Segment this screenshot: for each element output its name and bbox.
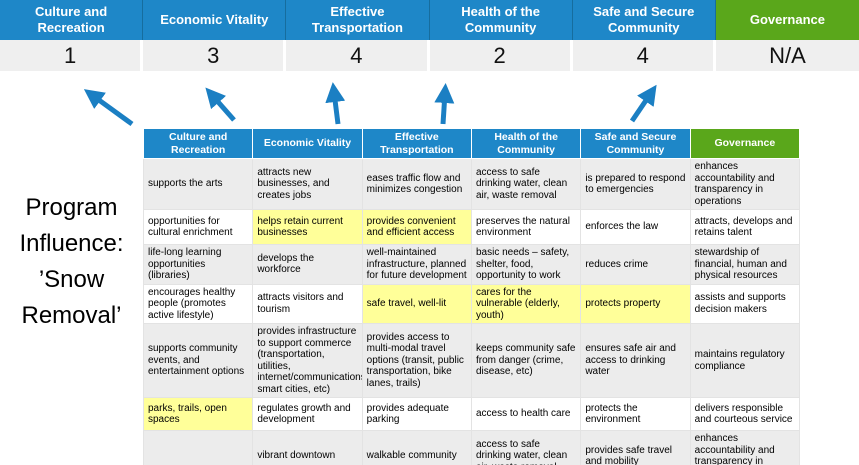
matrix-cell: attracts, develops and retains talent: [689, 209, 801, 245]
matrix-cell: protects property: [580, 283, 691, 324]
matrix-cell: attracts new businesses, and creates job…: [252, 158, 363, 210]
priority-score: 4: [572, 40, 716, 71]
matrix-cell: [142, 430, 254, 465]
matrix-cell: walkable community: [361, 430, 472, 465]
up-arrow-health-of-the-community-icon: [434, 83, 455, 125]
matrix-header-economic-vitality: Economic Vitality: [252, 128, 363, 159]
influence-matrix: Culture and Recreation Economic Vitality E…: [142, 128, 801, 465]
table-row: opportunities for cultural enrichment hel…: [142, 209, 801, 245]
matrix-header-row: Culture and Recreation Economic Vitality E…: [142, 128, 801, 159]
priority-header: Governance: [715, 0, 859, 40]
matrix-cell: stewardship of financial, human and phys…: [689, 244, 801, 285]
matrix-cell: regulates growth and development: [252, 397, 363, 431]
matrix-cell: opportunities for cultural enrichment: [142, 209, 254, 245]
priority-safe-and-secure-community: Safe and Secure Community 4: [572, 0, 716, 71]
matrix-cell: access to safe drinking water, clean air…: [470, 430, 582, 465]
program-influence-label: Program Influence: ’Snow Removal’: [19, 194, 124, 329]
matrix-header-safe-and-secure-community: Safe and Secure Community: [580, 128, 691, 159]
matrix-cell: provides infrastructure to support comme…: [252, 323, 363, 398]
matrix-cell: protects the environment: [580, 397, 691, 431]
matrix-cell: supports community events, and entertain…: [142, 323, 254, 398]
matrix-cell: provides convenient and efficient access: [361, 209, 472, 245]
table-row: supports the arts attracts new businesses…: [142, 158, 801, 210]
priority-economic-vitality: Economic Vitality 3: [143, 0, 287, 71]
priority-governance: Governance N/A: [715, 0, 859, 71]
matrix-cell: access to health care: [470, 397, 582, 431]
priority-header: Health of the Community: [429, 0, 573, 40]
table-row: supports community events, and entertain…: [142, 323, 801, 398]
up-arrow-safe-and-secure-community-icon: [629, 84, 657, 123]
matrix-cell: assists and supports decision makers: [689, 283, 801, 324]
matrix-cell: is prepared to respond to emergencies: [580, 158, 691, 210]
priority-header: Culture and Recreation: [0, 0, 144, 40]
priority-culture-and-recreation: Culture and Recreation 1: [0, 0, 144, 71]
up-arrow-economic-vitality-icon: [205, 87, 236, 122]
matrix-cell: attracts visitors and tourism: [252, 283, 363, 324]
matrix-cell: reduces crime: [580, 244, 691, 285]
matrix-header-governance: Governance: [689, 128, 801, 159]
matrix-cell: ensures safe air and access to drinking …: [580, 323, 691, 398]
matrix-cell: enforces the law: [580, 209, 691, 245]
matrix-cell: delivers responsible and courteous servi…: [689, 397, 801, 431]
matrix-cell: supports the arts: [142, 158, 254, 210]
priority-score: N/A: [715, 40, 859, 71]
matrix-cell: parks, trails, open spaces: [142, 397, 254, 431]
matrix-cell: access to safe drinking water, clean air…: [470, 158, 582, 210]
priority-header: Economic Vitality: [143, 0, 287, 40]
matrix-cell: keeps community safe from danger (crime,…: [470, 323, 582, 398]
priority-header: Safe and Secure Community: [572, 0, 716, 40]
up-arrow-culture-and-recreation-icon: [83, 89, 134, 127]
table-row: life-long learning opportunities (librar…: [142, 244, 801, 285]
matrix-cell: provides safe travel and mobility: [580, 430, 691, 465]
priority-score: 4: [286, 40, 430, 71]
matrix-header-culture-and-recreation: Culture and Recreation: [142, 128, 254, 159]
priority-header: Effective Transportation: [286, 0, 430, 40]
matrix-cell: basic needs – safety, shelter, food, opp…: [470, 244, 582, 285]
matrix-body: supports the arts attracts new businesses…: [142, 158, 801, 465]
priority-effective-transportation: Effective Transportation 4: [286, 0, 430, 71]
matrix-cell: provides access to multi-modal travel op…: [361, 323, 472, 398]
matrix-cell: eases traffic flow and minimizes congest…: [361, 158, 472, 210]
matrix-cell: enhances accountability and transparency…: [689, 158, 801, 210]
priority-score: 3: [143, 40, 287, 71]
matrix-cell: maintains regulatory compliance: [689, 323, 801, 398]
matrix-cell: helps retain current businesses: [252, 209, 363, 245]
priority-banner: Culture and Recreation 1 Economic Vitality…: [0, 0, 859, 71]
matrix-cell: provides adequate parking: [361, 397, 472, 431]
matrix-header-health-of-the-community: Health of the Community: [470, 128, 582, 159]
matrix-cell: encourages healthy people (promotes acti…: [142, 283, 254, 324]
matrix-cell: well-maintained infrastructure, planned …: [361, 244, 472, 285]
matrix-cell: safe travel, well-lit: [361, 283, 472, 324]
matrix-cell: cares for the vulnerable (elderly, youth…: [470, 283, 582, 324]
matrix-header-effective-transportation: Effective Transportation: [361, 128, 472, 159]
up-arrow-effective-transportation-icon: [325, 82, 346, 125]
table-row: encourages healthy people (promotes acti…: [142, 283, 801, 324]
priority-score: 2: [429, 40, 573, 71]
matrix-cell: life-long learning opportunities (librar…: [142, 244, 254, 285]
table-row: vibrant downtown walkable community access…: [142, 430, 801, 465]
matrix-cell: vibrant downtown: [252, 430, 363, 465]
matrix-cell: preserves the natural environment: [470, 209, 582, 245]
priority-score: 1: [0, 40, 144, 71]
table-row: parks, trails, open spaces regulates grow…: [142, 397, 801, 431]
matrix-cell: develops the workforce: [252, 244, 363, 285]
priority-health-of-the-community: Health of the Community 2: [429, 0, 573, 71]
matrix-cell: enhances accountability and transparency…: [689, 430, 801, 465]
